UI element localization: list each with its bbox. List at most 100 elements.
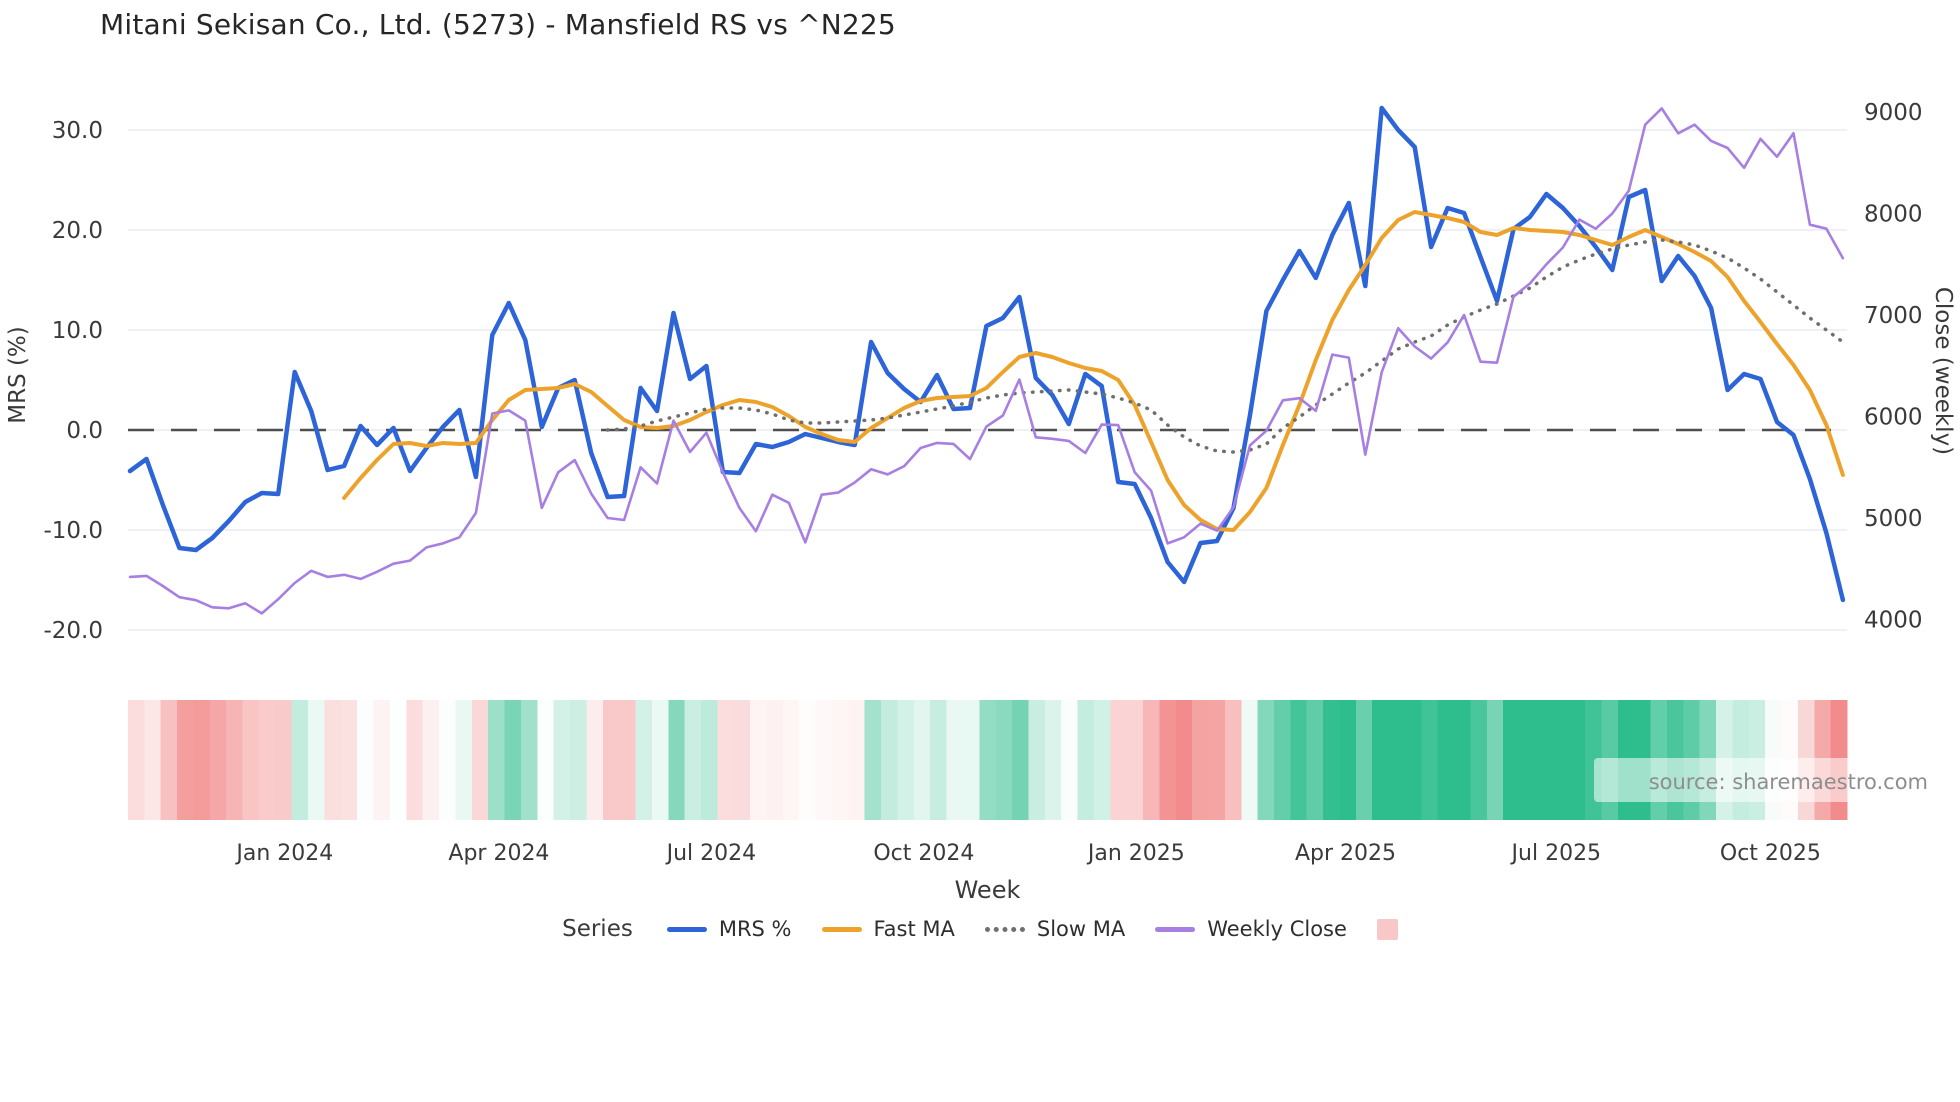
heatmap-cell xyxy=(586,700,604,820)
legend-item-label: Weekly Close xyxy=(1207,917,1347,941)
y-axis-tick-right: 9000 xyxy=(1864,100,1923,126)
heatmap-cell xyxy=(537,700,555,820)
heatmap-cell xyxy=(1224,700,1242,820)
legend-swatch xyxy=(984,926,1025,932)
heatmap-cell xyxy=(1126,700,1144,820)
x-axis-tick: Oct 2025 xyxy=(1720,841,1821,866)
heatmap-cell xyxy=(782,700,800,820)
heatmap-cell xyxy=(389,700,407,820)
heatmap-cell xyxy=(1372,700,1390,820)
legend-item-weekly-close[interactable]: Weekly Close xyxy=(1155,917,1347,941)
legend-swatch xyxy=(666,926,707,932)
heatmap-cell xyxy=(831,700,849,820)
heatmap-cell xyxy=(1290,700,1308,820)
heatmap-cell xyxy=(881,700,899,820)
heatmap-cell xyxy=(864,700,882,820)
series-line-slow-ma xyxy=(605,238,1845,454)
legend-items: MRS % Fast MA Slow MA Weekly Close xyxy=(666,917,1398,941)
x-axis-tick: Jul 2025 xyxy=(1510,841,1602,866)
legend-item-fast-ma[interactable]: Fast MA xyxy=(821,917,955,941)
legend-title: Series xyxy=(562,916,633,942)
heatmap-cell xyxy=(1535,700,1553,820)
heatmap-cell xyxy=(1241,700,1259,820)
legend-item-heat-swatch[interactable] xyxy=(1376,918,1398,940)
heatmap-cell xyxy=(1552,700,1570,820)
heatmap-cell xyxy=(1355,700,1373,820)
legend-item-label: Fast MA xyxy=(873,917,955,941)
y-axis-tick-left: 20.0 xyxy=(52,218,103,244)
heatmap-cell xyxy=(226,700,244,820)
chart-title: Mitani Sekisan Co., Ltd. (5273) - Mansfi… xyxy=(100,8,896,41)
heatmap-cell xyxy=(1470,700,1488,820)
heatmap-cell xyxy=(275,700,293,820)
heatmap-cell xyxy=(193,700,211,820)
y-axis-tick-right: 8000 xyxy=(1864,202,1923,228)
heatmap-cell xyxy=(1274,700,1291,820)
heatmap-cell xyxy=(1093,700,1111,820)
watermark-bg xyxy=(1594,758,1938,802)
heatmap-cell xyxy=(439,700,457,820)
heatmap-cell xyxy=(291,700,309,820)
heatmap-cell xyxy=(946,700,964,820)
legend-item-mrs-[interactable]: MRS % xyxy=(666,917,792,941)
heatmap-cell xyxy=(242,700,260,820)
heatmap-cell xyxy=(324,700,342,820)
heatmap-cell xyxy=(1306,700,1324,820)
heatmap-cell xyxy=(160,700,178,820)
heatmap-cell xyxy=(897,700,915,820)
legend-item-label: Slow MA xyxy=(1036,917,1126,941)
heatmap-cell xyxy=(144,700,162,820)
legend-swatch xyxy=(1376,918,1398,940)
x-axis-tick: Apr 2025 xyxy=(1295,841,1396,866)
heatmap-cell xyxy=(717,700,735,820)
heatmap-cell xyxy=(684,700,702,820)
heatmap-cell xyxy=(733,700,751,820)
heatmap-cell xyxy=(602,700,620,820)
series-line-fast-ma xyxy=(342,210,1845,532)
series-line-weekly-close xyxy=(128,107,1845,615)
heatmap-cell xyxy=(848,700,866,820)
heatmap-cell xyxy=(553,700,571,820)
heatmap-cell xyxy=(1323,700,1341,820)
heatmap-cell xyxy=(995,700,1013,820)
heatmap-cell xyxy=(1143,700,1160,820)
heatmap-cell xyxy=(1519,700,1537,820)
heatmap-cell xyxy=(962,700,980,820)
heatmap-cell xyxy=(668,700,686,820)
x-axis-tick: Jan 2024 xyxy=(234,841,333,866)
heatmap-cell xyxy=(128,700,145,820)
heatmap-cell xyxy=(373,700,391,820)
y-axis-tick-left: -20.0 xyxy=(43,618,103,644)
heatmap-cell xyxy=(340,700,358,820)
heatmap-cell xyxy=(1028,700,1046,820)
heatmap-cell xyxy=(258,700,276,820)
legend: Series MRS % Fast MA Slow MA Weekly Close xyxy=(0,916,1960,942)
x-axis-tick: Jan 2025 xyxy=(1086,841,1185,866)
heatmap-cell xyxy=(1503,700,1521,820)
heatmap-cell xyxy=(750,700,768,820)
heatmap-cell xyxy=(406,700,424,820)
heatmap-cell xyxy=(357,700,375,820)
heatmap-cell xyxy=(1012,700,1030,820)
heatmap-cell xyxy=(1568,700,1586,820)
heatmap-cell xyxy=(799,700,817,820)
y-axis-tick-left: 0.0 xyxy=(66,418,103,444)
heatmap-cell xyxy=(1388,700,1406,820)
heatmap-cell xyxy=(1437,700,1455,820)
heatmap-cell xyxy=(1077,700,1095,820)
heatmap-cell xyxy=(913,700,931,820)
heatmap-cell xyxy=(177,700,195,820)
series-line-mrs- xyxy=(127,105,1846,603)
y-axis-tick-right: 7000 xyxy=(1864,303,1923,329)
heatmap-cell xyxy=(1175,700,1193,820)
heatmap-cell xyxy=(504,700,522,820)
legend-swatch xyxy=(821,926,862,932)
y-axis-tick-right: 4000 xyxy=(1864,608,1923,634)
heatmap-cell xyxy=(1257,700,1275,820)
heatmap-cell xyxy=(308,700,326,820)
heatmap-cell xyxy=(1208,700,1226,820)
legend-item-label: MRS % xyxy=(718,917,792,941)
legend-item-slow-ma[interactable]: Slow MA xyxy=(984,917,1126,941)
heatmap-cell xyxy=(1192,700,1210,820)
x-axis-title: Week xyxy=(954,876,1021,904)
